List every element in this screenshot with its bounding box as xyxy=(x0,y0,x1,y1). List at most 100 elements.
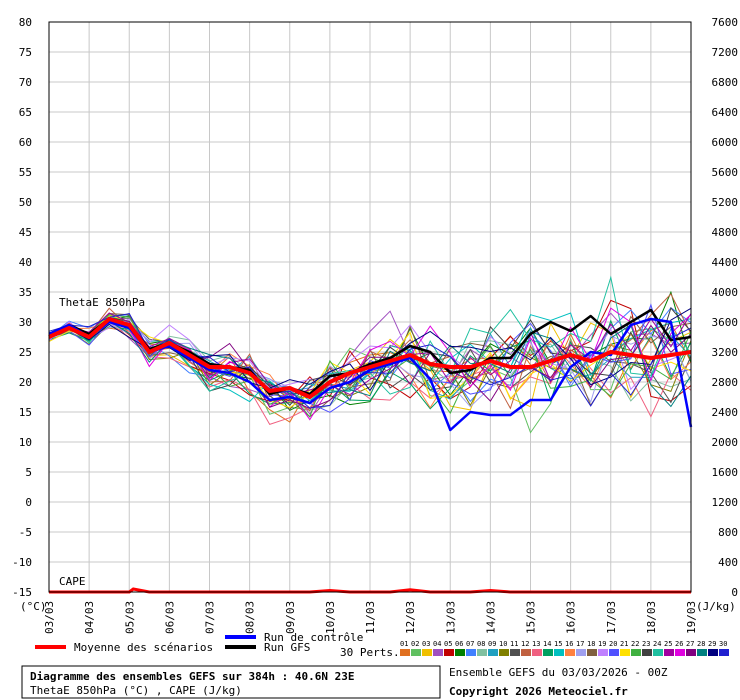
pert-swatch-10 xyxy=(499,649,509,656)
chart-subtitle: ThetaE 850hPa (°C) , CAPE (J/kg) xyxy=(30,684,242,697)
y-tick-label-left: 5 xyxy=(25,466,32,479)
title-box xyxy=(21,665,441,699)
x-tick-label: 05/03 xyxy=(123,601,136,634)
y-tick-label-right: 6400 xyxy=(712,106,739,119)
y-tick-label-right: 800 xyxy=(718,526,738,539)
x-tick-label: 03/03 xyxy=(43,601,56,634)
pert-id-label: 10 xyxy=(499,640,507,648)
pert-swatch-17 xyxy=(576,649,586,656)
legend-pert-swatches: 01 02 03 04 05 06 07 08 09 10 11 12 13 14 15 16 17 18 19 20… xyxy=(400,640,729,656)
pert-id-label: 04 xyxy=(433,640,441,648)
pert-id-label: 08 xyxy=(477,640,485,648)
pert-id-label: 27 xyxy=(686,640,694,648)
y-tick-label-left: 80 xyxy=(19,16,32,29)
y-tick-label-right: 6800 xyxy=(712,76,739,89)
pert-id-label: 26 xyxy=(675,640,683,648)
pert-id-label: 06 xyxy=(455,640,463,648)
y-tick-label-right: 7600 xyxy=(712,16,739,29)
pert-id-label: 17 xyxy=(576,640,584,648)
pert-id-label: 05 xyxy=(444,640,452,648)
y-tick-label-left: 45 xyxy=(19,226,32,239)
pert-line-04 xyxy=(48,310,692,415)
y-tick-label-left: 40 xyxy=(19,256,32,269)
x-tick-label: 18/03 xyxy=(645,601,658,634)
pert-line-21 xyxy=(48,314,692,409)
y-tick-label-right: 400 xyxy=(718,556,738,569)
y-tick-label-left: -5 xyxy=(19,526,32,539)
pert-line-25 xyxy=(48,312,692,396)
x-tick-label: 17/03 xyxy=(605,601,618,634)
y-tick-label-right: 2000 xyxy=(712,436,739,449)
pert-swatch-30 xyxy=(719,649,729,656)
pert-line-26 xyxy=(48,307,692,421)
legend-control-label: Run de contrôle xyxy=(264,631,363,644)
pert-swatch-06 xyxy=(455,649,465,656)
y-tick-label-left: 55 xyxy=(19,166,32,179)
pert-line-20 xyxy=(48,303,692,413)
pert-swatch-13 xyxy=(532,649,542,656)
y-tick-label-right: 6000 xyxy=(712,136,739,149)
mean-line xyxy=(48,317,692,399)
pert-swatch-09 xyxy=(488,649,498,656)
pert-swatch-24 xyxy=(653,649,663,656)
right-axis-unit: (J/kg) xyxy=(696,600,736,613)
y-tick-label-right: 4400 xyxy=(712,256,739,269)
y-tick-label-left: 60 xyxy=(19,136,32,149)
pert-id-label: 22 xyxy=(631,640,639,648)
y-tick-label-left: 65 xyxy=(19,106,32,119)
x-tick-label: 06/03 xyxy=(163,601,176,634)
pert-id-label: 20 xyxy=(609,640,617,648)
pert-line-11 xyxy=(48,317,692,411)
thetae-label: ThetaE 850hPa xyxy=(59,296,145,309)
y-tick-label-right: 4800 xyxy=(712,226,739,239)
y-tick-label-left: -10 xyxy=(12,556,32,569)
pert-id-label: 16 xyxy=(565,640,573,648)
y-tick-label-left: 20 xyxy=(19,376,32,389)
pert-swatch-18 xyxy=(587,649,597,656)
y-tick-label-left: 30 xyxy=(19,316,32,329)
pert-swatch-19 xyxy=(598,649,608,656)
y-tick-label-right: 1200 xyxy=(712,496,739,509)
pert-swatch-14 xyxy=(543,649,553,656)
pert-id-label: 25 xyxy=(664,640,672,648)
pert-id-label: 29 xyxy=(708,640,716,648)
pert-id-label: 19 xyxy=(598,640,606,648)
pert-id-label: 28 xyxy=(697,640,705,648)
pert-id-label: 09 xyxy=(488,640,496,648)
pert-id-label: 14 xyxy=(543,640,551,648)
chart-title: Diagramme des ensembles GEFS sur 384h : … xyxy=(30,670,355,683)
pert-id-label: 02 xyxy=(411,640,419,648)
axes: -15 0 -10 400 -5 800 0 1200 5 1600 10 2000 15 2400 20 2… xyxy=(12,16,738,634)
x-tick-label: 19/03 xyxy=(685,601,698,634)
pert-id-label: 30 xyxy=(719,640,727,648)
pert-swatch-21 xyxy=(620,649,630,656)
pert-id-label: 12 xyxy=(521,640,529,648)
y-tick-label-left: 25 xyxy=(19,346,32,359)
pert-swatch-29 xyxy=(708,649,718,656)
pert-swatch-11 xyxy=(510,649,520,656)
y-tick-label-right: 1600 xyxy=(712,466,739,479)
y-tick-label-right: 3200 xyxy=(712,346,739,359)
x-tick-label: 04/03 xyxy=(83,601,96,634)
pert-swatch-25 xyxy=(664,649,674,656)
pert-swatch-27 xyxy=(686,649,696,656)
pert-swatch-28 xyxy=(697,649,707,656)
pert-id-label: 23 xyxy=(642,640,650,648)
y-tick-label-left: 0 xyxy=(25,496,32,509)
pert-id-label: 21 xyxy=(620,640,628,648)
pert-swatch-04 xyxy=(433,649,443,656)
cape-label: CAPE xyxy=(59,575,86,588)
plot-frame xyxy=(48,21,692,593)
y-tick-label-right: 7200 xyxy=(712,46,739,59)
pert-id-label: 24 xyxy=(653,640,661,648)
y-tick-label-right: 5200 xyxy=(712,196,739,209)
pert-id-label: 11 xyxy=(510,640,518,648)
y-tick-label-right: 5600 xyxy=(712,166,739,179)
x-tick-label: 15/03 xyxy=(525,601,538,634)
pert-id-label: 01 xyxy=(400,640,408,648)
x-tick-label: 16/03 xyxy=(565,601,578,634)
pert-swatch-15 xyxy=(554,649,564,656)
y-tick-label-right: 4000 xyxy=(712,286,739,299)
pert-swatch-05 xyxy=(444,649,454,656)
